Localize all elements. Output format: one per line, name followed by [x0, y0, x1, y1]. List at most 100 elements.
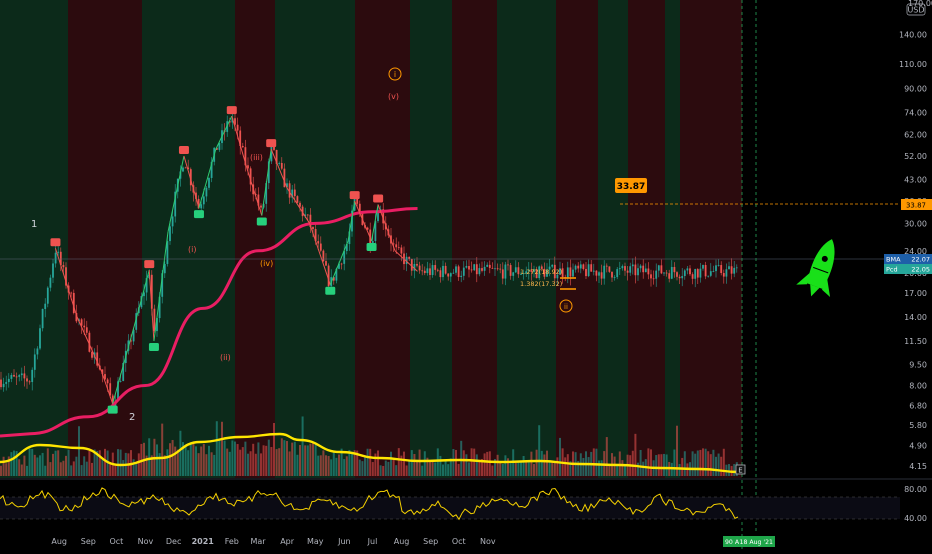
candle-body — [88, 332, 91, 352]
candle-body — [345, 244, 348, 252]
price-axis[interactable]: 140.00110.0090.0074.0062.0052.0043.0036.… — [899, 31, 927, 471]
candle-body — [686, 268, 689, 271]
volume-bar — [7, 456, 10, 476]
volume-bar — [267, 439, 270, 476]
candle-body — [436, 269, 439, 271]
price-tick-label: 30.00 — [904, 219, 927, 228]
volume-bar — [704, 448, 707, 476]
zone-bear — [235, 0, 275, 478]
volume-bar — [416, 459, 418, 476]
volume-bar — [452, 448, 455, 476]
candle-body — [234, 118, 236, 125]
candle-body — [293, 189, 296, 197]
candle-body — [603, 265, 606, 279]
candle-body — [462, 267, 465, 276]
candle-body — [83, 325, 86, 328]
volume-bar — [436, 448, 439, 476]
price-tick-label: 14.00 — [904, 313, 927, 322]
volume-average-line — [0, 432, 741, 474]
candle-body — [655, 270, 658, 279]
wave-up-segment — [167, 155, 185, 232]
wave-down-segment — [148, 270, 155, 342]
event-marker-label: E — [738, 467, 742, 475]
volume-bar — [696, 450, 699, 476]
candle-body — [639, 265, 642, 269]
volume-bar — [509, 463, 512, 476]
volume-bar — [247, 453, 249, 476]
volume-bar — [10, 452, 13, 476]
candle-body — [96, 352, 99, 366]
volume-bar — [699, 449, 702, 476]
signal-markers — [50, 106, 384, 414]
wave-label-ii: ii — [564, 303, 568, 311]
time-axis[interactable]: Aug Sep Oct Nov Dec 2021 Feb Mar Apr May Jun Jul Aug… — [51, 537, 496, 546]
volume-bar — [179, 430, 182, 476]
volume-bar — [18, 459, 21, 476]
candle-body — [491, 267, 494, 269]
volume-bar — [673, 449, 676, 476]
volume-bar — [210, 452, 213, 476]
candle-body — [210, 161, 213, 178]
candle-body — [0, 379, 2, 388]
volume-bar — [564, 457, 567, 476]
candle-body — [377, 212, 379, 222]
volume-bar — [226, 448, 229, 476]
volume-bar — [252, 443, 255, 476]
candle-body — [202, 196, 205, 205]
volume-bar — [462, 450, 465, 476]
bma-label: BMA — [886, 256, 901, 264]
volume-bar — [660, 454, 663, 476]
volume-bar — [83, 456, 86, 476]
candle-body — [452, 272, 455, 274]
candle-body — [36, 348, 39, 355]
candle-body — [689, 268, 691, 275]
candle-body — [156, 318, 158, 332]
time-tick-label: Feb — [225, 537, 239, 546]
candle-body — [18, 375, 21, 377]
candle-body — [257, 194, 260, 206]
candle-body — [647, 268, 650, 275]
currency-label: USD — [907, 6, 924, 15]
currency-box[interactable] — [906, 3, 926, 16]
volume-bar — [80, 465, 83, 476]
event-marker[interactable]: E — [735, 464, 746, 475]
volume-bar — [707, 451, 710, 476]
candle-body — [722, 273, 725, 277]
price-tick-label: 8.00 — [909, 382, 927, 391]
volume-bar — [85, 461, 88, 476]
cursor-date: 18 Aug '21 — [740, 539, 774, 546]
candle-body — [104, 374, 106, 380]
time-tick-label: 2021 — [192, 537, 215, 546]
candle-body — [351, 210, 353, 232]
candle-body — [228, 121, 231, 123]
volume-bar — [655, 455, 658, 476]
volume-bar — [15, 450, 18, 476]
volume-bar — [408, 461, 411, 476]
volume-bar — [543, 454, 546, 476]
candle-body — [366, 227, 369, 230]
candle-body — [314, 228, 317, 242]
candle-body — [169, 226, 171, 242]
volume-bar — [665, 454, 668, 476]
volume-bar — [213, 454, 216, 476]
time-tick-label: Apr — [280, 537, 295, 546]
candle-body — [592, 270, 595, 272]
volume-bar — [270, 447, 273, 476]
volume-bar — [449, 458, 452, 476]
candle-body — [174, 191, 177, 217]
volume-bar — [356, 450, 359, 476]
wave-up-segment — [112, 325, 135, 404]
volume-bar — [520, 462, 522, 476]
candle-body — [644, 268, 647, 273]
candle-body — [247, 165, 249, 169]
candle-body — [356, 197, 359, 204]
trend-zones — [0, 0, 742, 478]
volume-bar — [371, 462, 374, 476]
volume-bar — [535, 449, 538, 476]
candle-body — [559, 268, 561, 275]
candle-body — [465, 266, 468, 268]
candle-body — [657, 265, 660, 271]
volume-bar — [317, 455, 320, 476]
